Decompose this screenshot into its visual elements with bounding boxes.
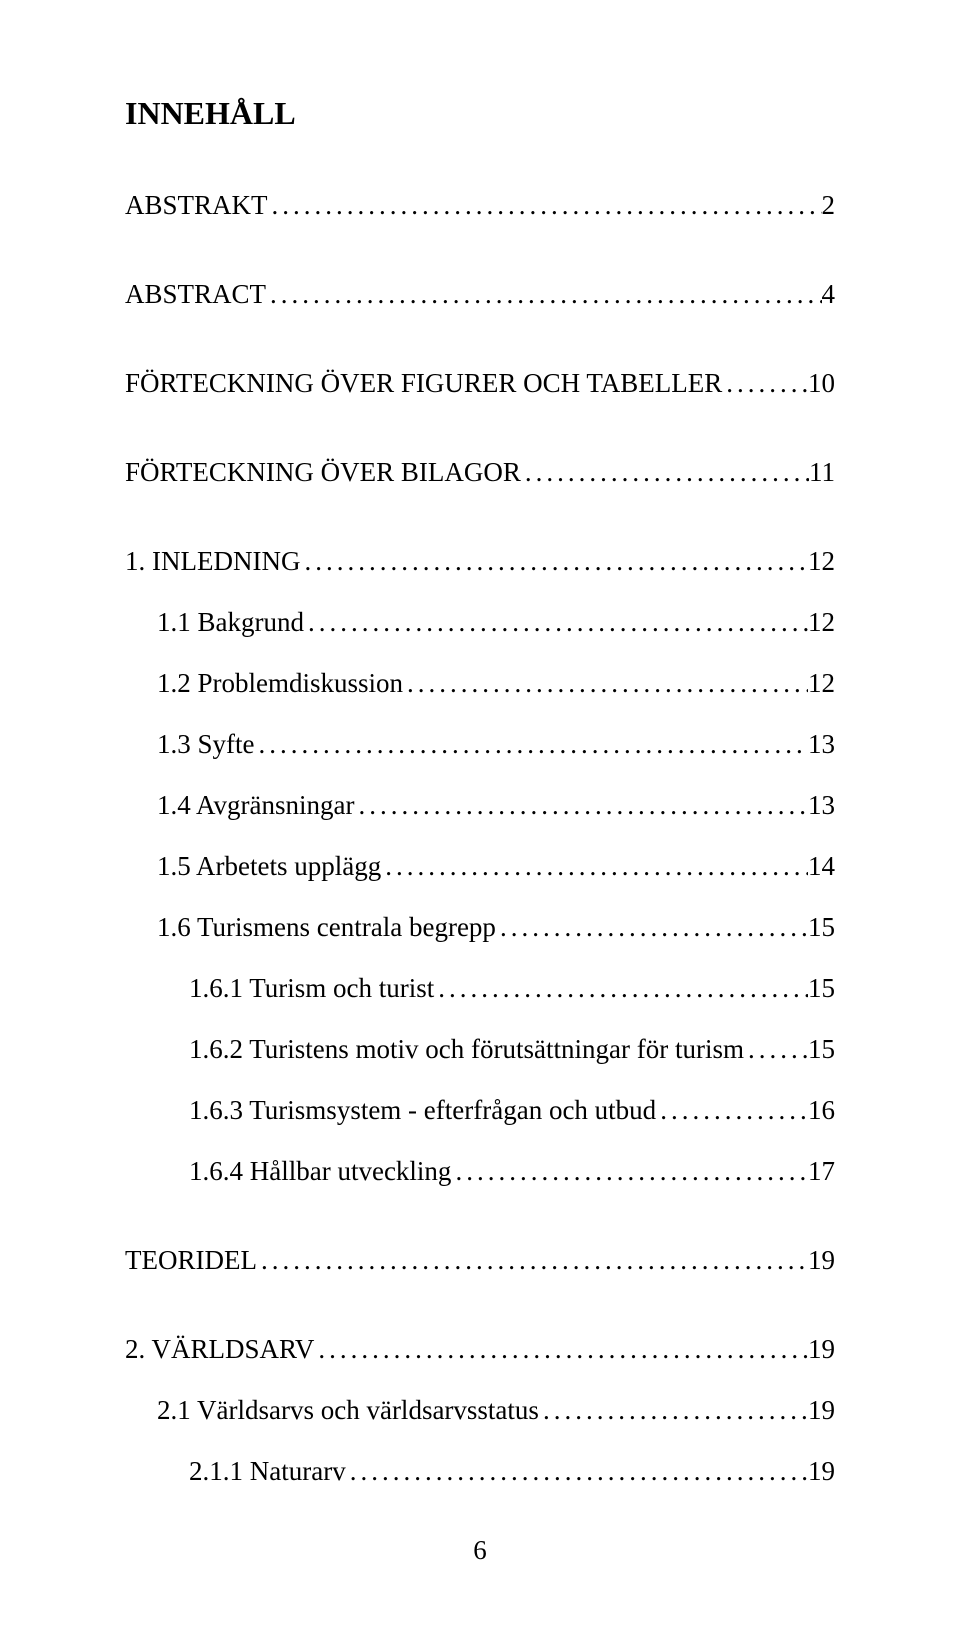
- toc-gap: [125, 1365, 835, 1395]
- toc-entry-page: 13: [808, 729, 835, 760]
- toc-leader-dots: ........................................…: [539, 1395, 808, 1426]
- toc-entry-page: 19: [808, 1456, 835, 1487]
- toc-gap: [125, 488, 835, 546]
- toc-entry-label: FÖRTECKNING ÖVER BILAGOR: [125, 457, 521, 488]
- toc-entry: 1.4 Avgränsningar.......................…: [157, 790, 835, 821]
- toc-entry-page: 17: [808, 1156, 835, 1187]
- toc-entry-page: 10: [808, 368, 835, 399]
- toc-gap: [125, 1065, 835, 1095]
- toc-gap: [125, 1487, 835, 1517]
- toc-gap: [125, 577, 835, 607]
- toc-gap: [125, 1004, 835, 1034]
- toc-leader-dots: ........................................…: [496, 912, 808, 943]
- toc-entry-label: 1.1 Bakgrund: [157, 607, 304, 638]
- toc-entry-label: 1.6.4 Hållbar utveckling: [189, 1156, 451, 1187]
- toc-entry: 1.6 Turismens centrala begrepp..........…: [157, 912, 835, 943]
- toc-entry-label: TEORIDEL: [125, 1245, 257, 1276]
- toc-entry: 1.5 Arbetets upplägg....................…: [157, 851, 835, 882]
- toc-entry: 2. VÄRLDSARV............................…: [125, 1334, 835, 1365]
- toc-leader-dots: ........................................…: [314, 1334, 808, 1365]
- toc-gap: [125, 221, 835, 279]
- toc-leader-dots: ........................................…: [451, 1156, 808, 1187]
- toc-entry-page: 19: [808, 1245, 835, 1276]
- toc-entry-page: 13: [808, 790, 835, 821]
- toc-entry-label: 1.3 Syfte: [157, 729, 255, 760]
- toc-entry: 1.6.1 Turism och turist.................…: [189, 973, 835, 1004]
- toc-gap: [125, 1187, 835, 1245]
- toc-leader-dots: ........................................…: [434, 973, 808, 1004]
- toc-leader-dots: ........................................…: [403, 668, 808, 699]
- toc-gap: [125, 882, 835, 912]
- toc-gap: [125, 399, 835, 457]
- toc-gap: [125, 638, 835, 668]
- toc-entry-page: 19: [808, 1334, 835, 1365]
- toc-entry-page: 19: [808, 1395, 835, 1426]
- toc-entry: 1.1 Bakgrund............................…: [157, 607, 835, 638]
- toc-gap: [125, 310, 835, 368]
- toc-entry-page: 12: [808, 546, 835, 577]
- toc-gap: [125, 821, 835, 851]
- toc-entry: 2.1.1 Naturarv..........................…: [189, 1456, 835, 1487]
- toc-entry-label: 2.1.1 Naturarv: [189, 1456, 346, 1487]
- toc-entry-page: 15: [808, 912, 835, 943]
- toc-entry: 1.2 Problemdiskussion...................…: [157, 668, 835, 699]
- toc-entry-page: 12: [808, 668, 835, 699]
- toc-leader-dots: ........................................…: [521, 457, 809, 488]
- toc-entry: ABSTRACT................................…: [125, 279, 835, 310]
- toc-entry-label: 2.1 Världsarvs och världsarvsstatus: [157, 1395, 539, 1426]
- toc-leader-dots: ........................................…: [257, 1245, 808, 1276]
- toc-entry-label: 1.5 Arbetets upplägg: [157, 851, 381, 882]
- toc-entry-label: 1.4 Avgränsningar: [157, 790, 354, 821]
- toc-gap: [125, 1276, 835, 1334]
- toc-leader-dots: ........................................…: [744, 1034, 808, 1065]
- toc-entry-label: FÖRTECKNING ÖVER FIGURER OCH TABELLER: [125, 368, 722, 399]
- toc-entry-page: 15: [808, 1034, 835, 1065]
- toc-leader-dots: ........................................…: [255, 729, 809, 760]
- toc-entry: ABSTRAKT................................…: [125, 190, 835, 221]
- toc-entry-label: ABSTRACT: [125, 279, 266, 310]
- toc-entry: 1. INLEDNING............................…: [125, 546, 835, 577]
- toc-leader-dots: ........................................…: [266, 279, 821, 310]
- toc-gap: [125, 1426, 835, 1456]
- toc-gap: [125, 760, 835, 790]
- toc-entry-label: 1. INLEDNING: [125, 546, 300, 577]
- toc-entry: 1.6.2 Turistens motiv och förutsättninga…: [189, 1034, 835, 1065]
- toc-leader-dots: ........................................…: [346, 1456, 808, 1487]
- toc-entry-page: 15: [808, 973, 835, 1004]
- toc-leader-dots: ........................................…: [268, 190, 822, 221]
- toc-entry-page: 4: [822, 279, 836, 310]
- toc-leader-dots: ........................................…: [304, 607, 808, 638]
- toc-entry: 1.6.4 Hållbar utveckling................…: [189, 1156, 835, 1187]
- toc-entry-label: 2. VÄRLDSARV: [125, 1334, 314, 1365]
- toc-entry: 1.6.3 Turismsystem - efterfrågan och utb…: [189, 1095, 835, 1126]
- toc-entry-label: 1.6.3 Turismsystem - efterfrågan och utb…: [189, 1095, 656, 1126]
- toc-entry-label: 1.6.2 Turistens motiv och förutsättninga…: [189, 1034, 744, 1065]
- toc-entry-page: 2: [822, 190, 836, 221]
- toc-entry-page: 12: [808, 607, 835, 638]
- toc-leader-dots: ........................................…: [656, 1095, 808, 1126]
- toc-leader-dots: ........................................…: [381, 851, 808, 882]
- toc-entry-label: 1.2 Problemdiskussion: [157, 668, 403, 699]
- toc-gap: [125, 1126, 835, 1156]
- toc-entry-page: 16: [808, 1095, 835, 1126]
- toc-entry-label: 1.6.1 Turism och turist: [189, 973, 434, 1004]
- toc-page: INNEHÅLL ABSTRAKT.......................…: [0, 0, 960, 1646]
- toc-entry: TEORIDEL................................…: [125, 1245, 835, 1276]
- toc-entry-page: 11: [809, 457, 835, 488]
- toc-gap: [125, 699, 835, 729]
- toc-gap: [125, 943, 835, 973]
- toc-leader-dots: ........................................…: [354, 790, 808, 821]
- toc-entry: FÖRTECKNING ÖVER BILAGOR................…: [125, 457, 835, 488]
- toc-entries: ABSTRAKT................................…: [125, 190, 835, 1517]
- toc-leader-dots: ........................................…: [722, 368, 808, 399]
- toc-entry-label: 1.6 Turismens centrala begrepp: [157, 912, 496, 943]
- toc-entry: 2.1 Världsarvs och världsarvsstatus.....…: [157, 1395, 835, 1426]
- toc-leader-dots: ........................................…: [300, 546, 808, 577]
- toc-entry-page: 14: [808, 851, 835, 882]
- toc-entry-label: ABSTRAKT: [125, 190, 268, 221]
- page-title: INNEHÅLL: [125, 95, 835, 132]
- toc-entry: 1.3 Syfte...............................…: [157, 729, 835, 760]
- toc-entry: FÖRTECKNING ÖVER FIGURER OCH TABELLER...…: [125, 368, 835, 399]
- page-number: 6: [0, 1535, 960, 1566]
